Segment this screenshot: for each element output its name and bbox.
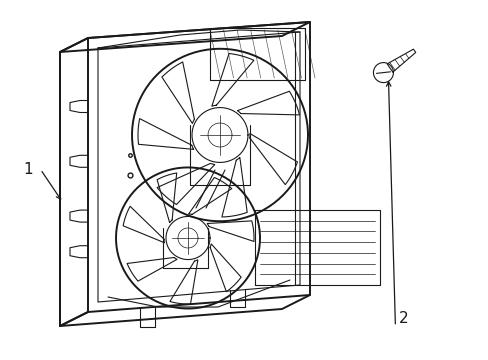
Text: 2: 2 (398, 311, 407, 326)
Text: 1: 1 (23, 162, 33, 177)
